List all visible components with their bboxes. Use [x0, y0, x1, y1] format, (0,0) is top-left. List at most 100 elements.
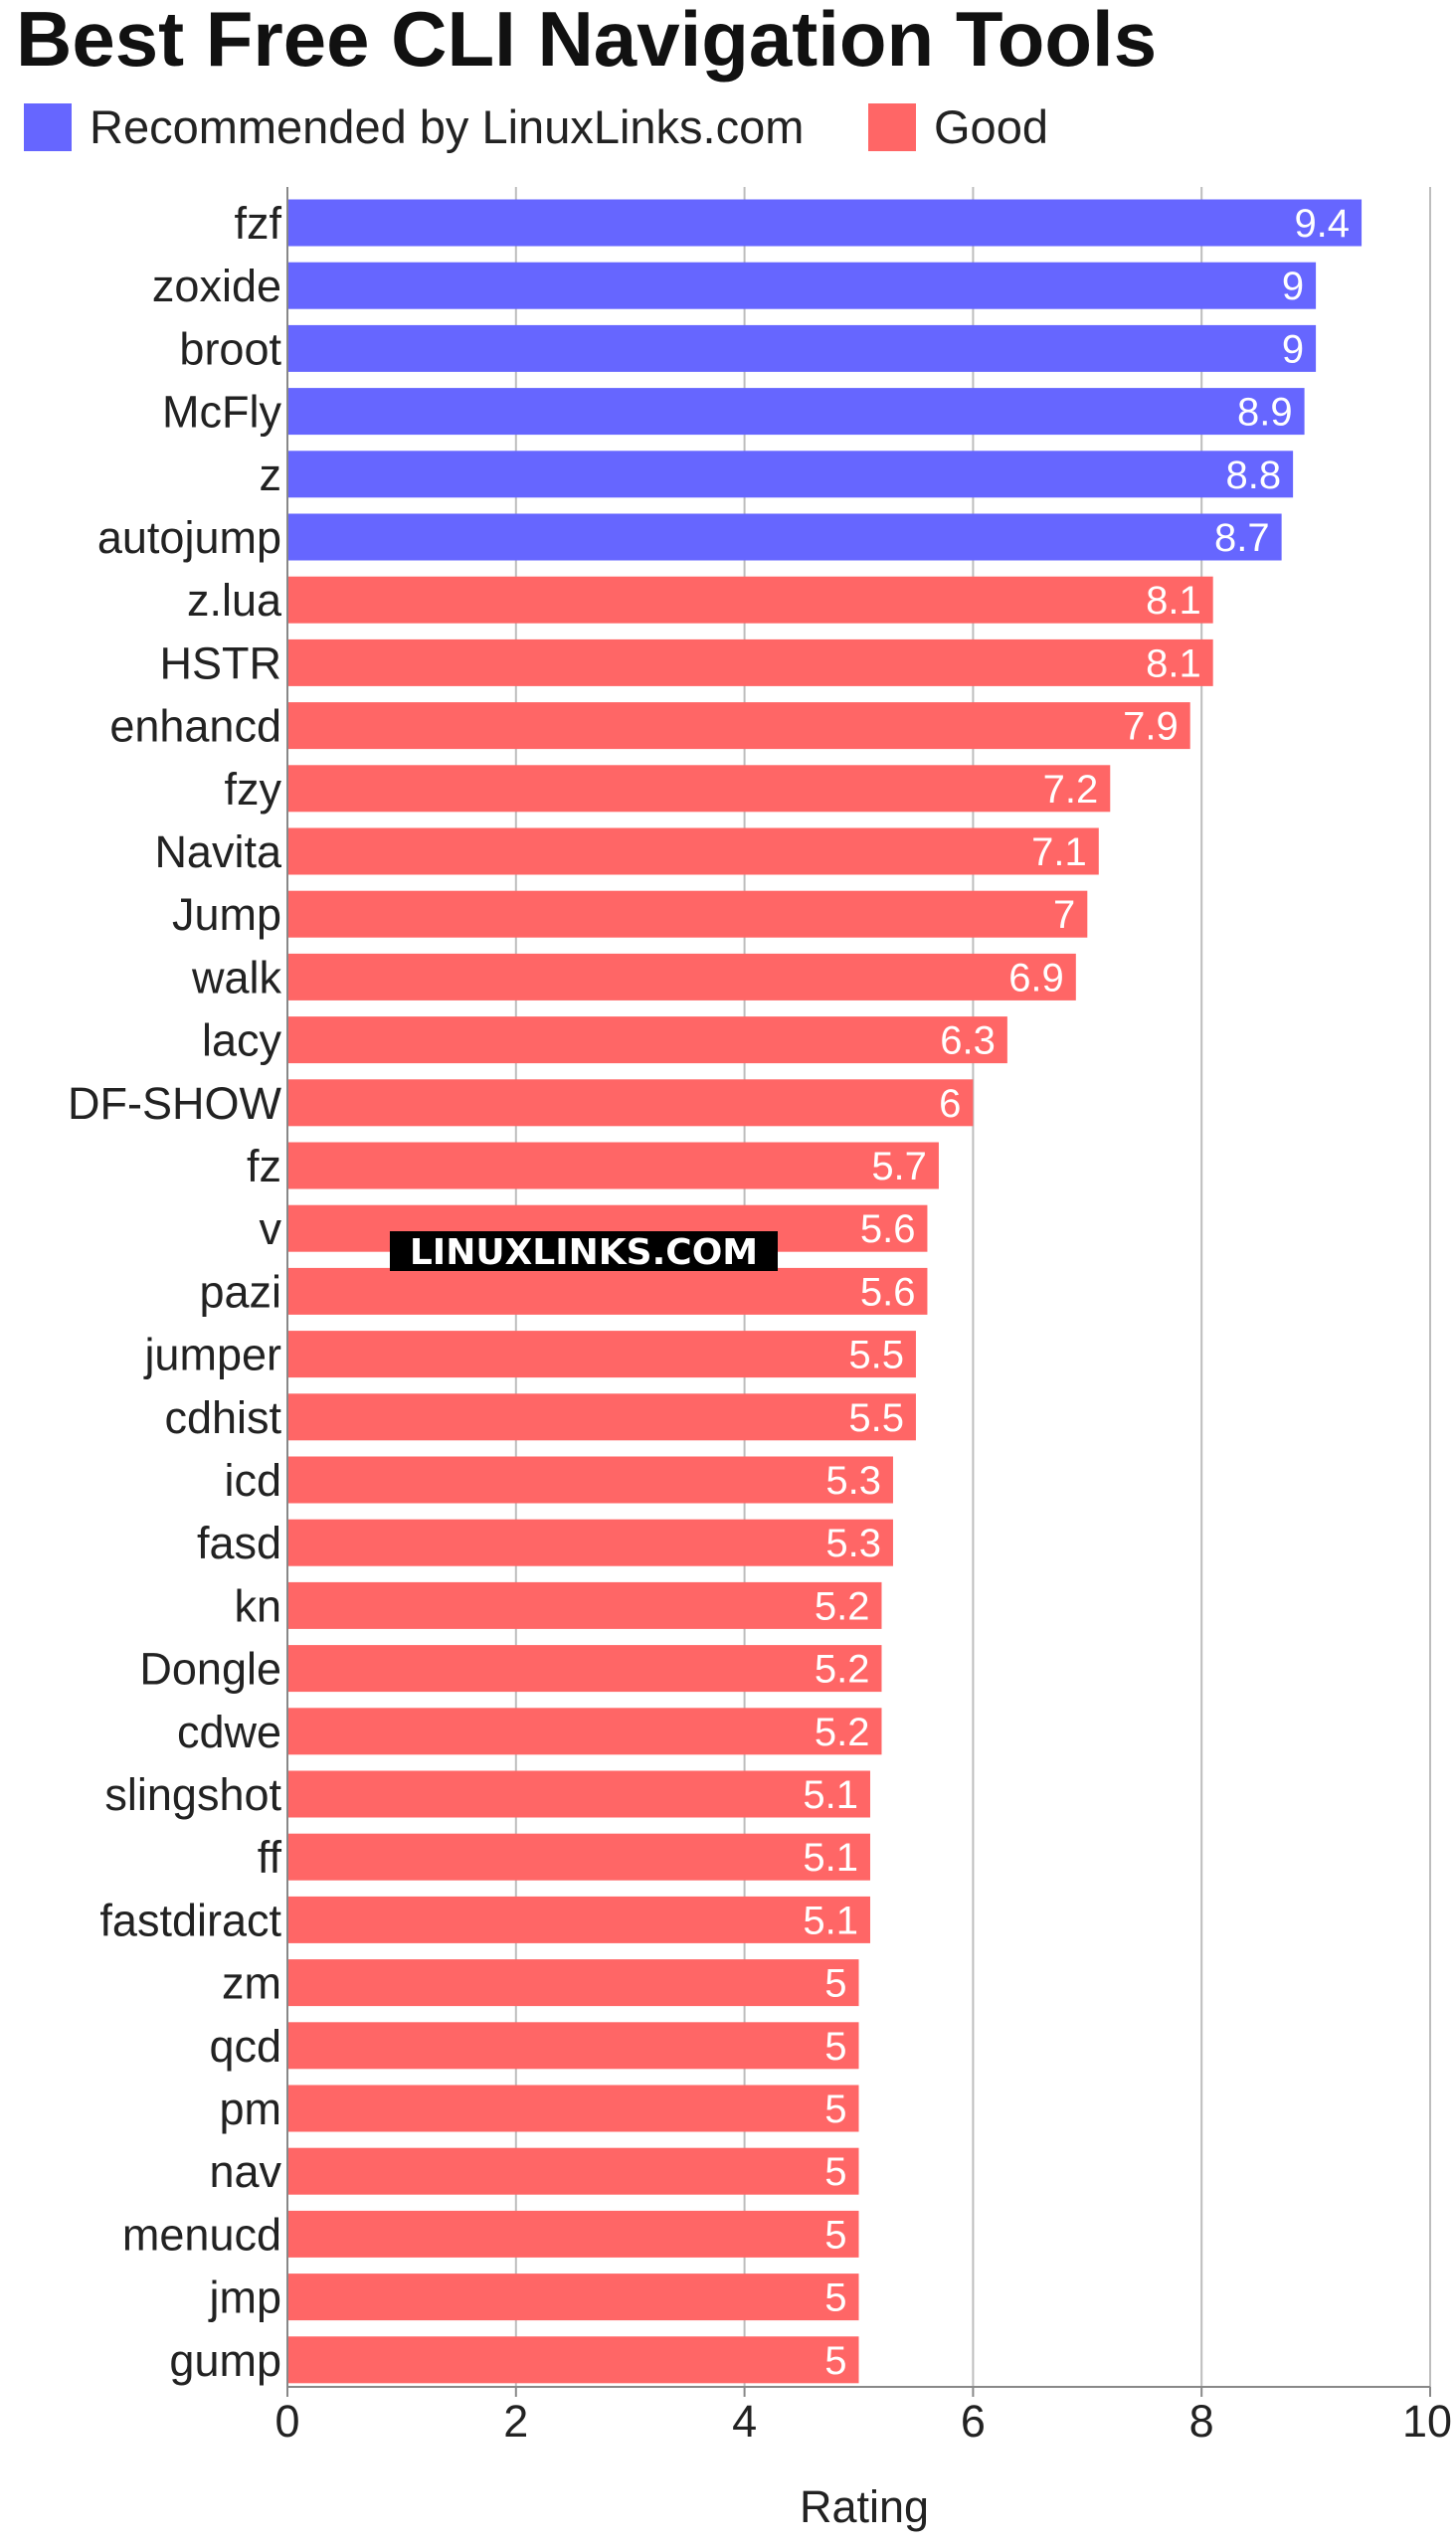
category-label-23: Dongle: [139, 1644, 281, 1695]
bar-22: [287, 1581, 882, 1629]
bar-1: [287, 262, 1317, 309]
bar-5: [287, 513, 1282, 561]
value-label-15: 5.7: [871, 1145, 927, 1188]
value-label-11: 7: [1053, 893, 1075, 937]
category-label-30: pm: [219, 2084, 281, 2134]
category-label-12: walk: [191, 952, 282, 1002]
bar-2: [287, 324, 1317, 372]
category-label-24: cdwe: [177, 1707, 281, 1757]
bar-14: [287, 1079, 974, 1127]
category-label-5: autojump: [97, 512, 281, 563]
category-label-8: enhancd: [109, 701, 281, 752]
value-label-0: 9.4: [1294, 202, 1350, 246]
bar-33: [287, 2273, 859, 2321]
category-label-16: v: [260, 1203, 282, 1254]
bar-11: [287, 890, 1088, 938]
category-label-2: broot: [179, 323, 281, 374]
value-label-14: 6: [939, 1082, 961, 1126]
value-label-26: 5.1: [803, 1836, 858, 1880]
category-label-27: fastdiract: [99, 1895, 281, 1945]
legend-swatch-0: [24, 103, 72, 151]
value-label-32: 5: [824, 2213, 846, 2257]
value-label-12: 6.9: [1008, 956, 1064, 1000]
bar-0: [287, 199, 1363, 247]
category-label-20: icd: [224, 1455, 281, 1506]
value-label-31: 5: [824, 2150, 846, 2194]
bar-15: [287, 1142, 939, 1189]
category-label-6: z.lua: [187, 575, 282, 626]
value-label-33: 5: [824, 2276, 846, 2320]
value-label-8: 7.9: [1123, 705, 1179, 749]
bar-12: [287, 953, 1076, 1000]
category-label-31: nav: [209, 2146, 281, 2197]
bar-25: [287, 1770, 870, 1818]
value-label-21: 5.3: [825, 1522, 881, 1565]
bar-30: [287, 2085, 859, 2132]
category-label-14: DF-SHOW: [68, 1078, 281, 1129]
bar-4: [287, 451, 1294, 498]
value-label-22: 5.2: [815, 1584, 870, 1628]
value-labels: 9.4 9 9 8.9 8.8 8.7 8.1 8.1 7.9 7.2 7.1 7 6.9 6.3 6 5.7…: [803, 202, 1350, 2383]
category-label-26: ff: [258, 1832, 282, 1883]
bar-10: [287, 827, 1099, 875]
value-label-29: 5: [824, 2025, 846, 2069]
bar-8: [287, 702, 1190, 750]
category-label-7: HSTR: [160, 637, 282, 688]
x-tick-label-1: 2: [503, 2396, 528, 2447]
category-label-28: zm: [222, 1958, 281, 2009]
legend: Recommended by LinuxLinks.com Good: [24, 100, 1048, 153]
category-label-29: qcd: [209, 2021, 281, 2072]
value-label-3: 8.9: [1237, 391, 1293, 435]
value-label-9: 7.2: [1043, 768, 1099, 812]
value-label-13: 6.3: [940, 1019, 996, 1063]
value-label-7: 8.1: [1146, 641, 1201, 685]
watermark-text: LINUXLINKS.COM: [410, 1232, 758, 1273]
value-label-5: 8.7: [1214, 516, 1270, 560]
bar-26: [287, 1833, 870, 1881]
bar-28: [287, 1959, 859, 2007]
x-tick-label-4: 8: [1189, 2396, 1214, 2447]
category-label-21: fasd: [197, 1518, 281, 1568]
legend-swatch-1: [868, 103, 916, 151]
bar-6: [287, 576, 1213, 624]
bar-24: [287, 1708, 882, 1755]
bar-3: [287, 388, 1305, 436]
x-axis: 0 2 4 6 8 10: [274, 187, 1452, 2447]
value-label-16: 5.6: [860, 1207, 916, 1251]
value-label-30: 5: [824, 2088, 846, 2131]
value-label-4: 8.8: [1226, 454, 1282, 497]
category-label-15: fz: [247, 1141, 281, 1191]
category-label-32: menucd: [122, 2209, 281, 2260]
category-label-13: lacy: [202, 1015, 282, 1066]
chart-title: Best Free CLI Navigation Tools: [16, 0, 1157, 83]
bar-19: [287, 1393, 916, 1441]
bar-20: [287, 1456, 893, 1504]
category-label-19: cdhist: [164, 1392, 281, 1443]
value-label-1: 9: [1282, 265, 1304, 308]
bar-18: [287, 1331, 916, 1378]
bar-31: [287, 2147, 859, 2195]
bar-34: [287, 2336, 859, 2384]
watermark-background: [390, 1231, 778, 1271]
value-label-20: 5.3: [825, 1459, 881, 1503]
value-label-17: 5.6: [860, 1270, 916, 1314]
x-tick-label-3: 6: [961, 2396, 986, 2447]
bar-13: [287, 1016, 1007, 1064]
value-label-34: 5: [824, 2339, 846, 2383]
legend-label-1: Good: [934, 100, 1048, 153]
bar-27: [287, 1896, 870, 1943]
category-label-17: pazi: [199, 1266, 281, 1317]
category-label-25: slingshot: [104, 1769, 281, 1820]
value-label-28: 5: [824, 1962, 846, 2006]
bar-32: [287, 2210, 859, 2258]
value-label-23: 5.2: [815, 1648, 870, 1692]
x-tick-label-5: 10: [1402, 2396, 1452, 2447]
bar-9: [287, 765, 1111, 813]
value-label-24: 5.2: [815, 1711, 870, 1754]
value-label-2: 9: [1282, 327, 1304, 371]
bar-7: [287, 638, 1213, 686]
category-label-4: z: [260, 450, 282, 500]
category-label-9: fzy: [224, 764, 281, 815]
value-label-6: 8.1: [1146, 579, 1201, 623]
